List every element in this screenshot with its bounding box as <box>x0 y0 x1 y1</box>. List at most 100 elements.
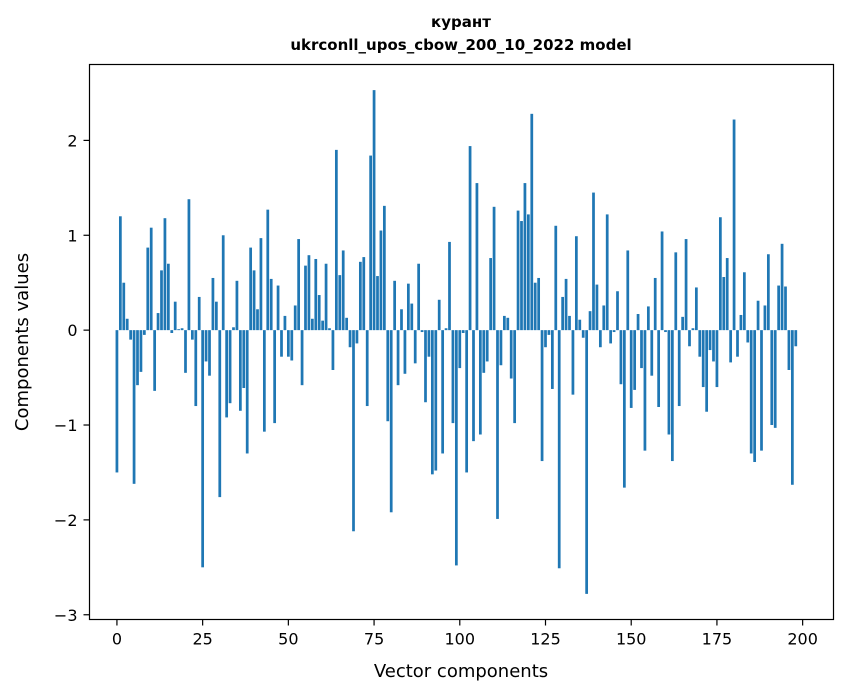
bar <box>550 330 554 389</box>
bar <box>280 330 283 357</box>
bar <box>444 328 448 331</box>
bar <box>502 315 506 331</box>
bar <box>146 247 150 331</box>
bar <box>694 287 698 331</box>
x-tick-label: 200 <box>787 630 818 649</box>
bar <box>688 330 691 347</box>
bar <box>290 330 294 361</box>
bar <box>228 330 232 404</box>
x-axis-label: Vector components <box>374 661 548 682</box>
y-tick-label: 2 <box>67 131 77 150</box>
bar <box>190 330 194 340</box>
bar <box>400 309 403 331</box>
bar <box>660 231 664 331</box>
bar <box>129 330 133 340</box>
bar <box>681 316 685 331</box>
bar <box>674 252 678 331</box>
bar <box>242 330 246 389</box>
bar <box>657 330 661 407</box>
bar <box>386 330 390 422</box>
bar <box>670 330 674 462</box>
bar <box>365 330 369 407</box>
bar <box>293 305 297 331</box>
x-tick-label: 0 <box>112 630 122 649</box>
bar <box>125 318 129 331</box>
bar <box>523 183 527 331</box>
bar <box>345 317 349 331</box>
bar <box>636 314 640 331</box>
bar <box>787 330 791 370</box>
y-tick-label: −1 <box>54 416 78 435</box>
bar <box>403 330 407 374</box>
bar <box>348 330 352 348</box>
bar <box>187 199 191 331</box>
bar <box>379 230 383 331</box>
bar <box>568 315 571 331</box>
bar <box>465 330 469 473</box>
bar <box>256 309 259 331</box>
bar <box>715 330 719 388</box>
bar <box>605 214 609 331</box>
bar <box>341 250 345 331</box>
bar <box>544 330 547 348</box>
bar <box>448 241 451 331</box>
bar <box>362 257 366 331</box>
bar <box>142 330 146 335</box>
bar <box>232 327 235 331</box>
bar <box>561 296 565 331</box>
bar <box>526 214 530 331</box>
bar <box>211 277 215 331</box>
bar <box>588 311 592 331</box>
y-tick-label: −3 <box>54 606 78 625</box>
bar <box>396 330 400 386</box>
bar <box>732 119 736 331</box>
bar <box>698 330 702 357</box>
bar <box>547 330 551 335</box>
bar <box>115 330 119 473</box>
bar <box>245 330 249 454</box>
bar <box>722 277 726 331</box>
x-tick-label: 50 <box>278 630 298 649</box>
bar <box>317 295 321 331</box>
x-tick-label: 100 <box>445 630 476 649</box>
bar <box>585 330 589 594</box>
bar <box>489 258 493 331</box>
bar <box>564 278 568 331</box>
bar <box>163 218 167 331</box>
bar <box>180 328 184 331</box>
chart-subtitle: ukrconll_upos_cbow_200_10_2022 model <box>290 36 631 54</box>
bar <box>173 301 177 331</box>
bar <box>609 330 613 344</box>
bar <box>640 330 643 369</box>
bar <box>736 330 739 357</box>
bar <box>218 330 222 498</box>
bar <box>592 192 595 331</box>
bar <box>437 299 441 331</box>
bar <box>520 221 523 331</box>
y-axis-ticks: −3 −2 −1 0 1 2 <box>54 131 90 625</box>
bar <box>310 318 314 331</box>
bar <box>725 258 729 331</box>
bars-group <box>115 90 798 594</box>
bar <box>427 330 431 357</box>
y-tick-label: −2 <box>54 511 78 530</box>
bar <box>708 330 712 351</box>
bar <box>485 330 489 362</box>
bar <box>766 254 770 331</box>
bar <box>667 330 671 435</box>
bar <box>297 239 301 331</box>
bar <box>376 276 379 331</box>
bar <box>574 236 578 331</box>
bar <box>382 205 386 331</box>
x-tick-label: 125 <box>530 630 561 649</box>
bar <box>225 330 229 418</box>
bar <box>170 330 174 333</box>
bar <box>160 270 163 331</box>
bar <box>622 330 626 488</box>
bar <box>252 270 256 331</box>
plot-frame <box>88 63 835 621</box>
bar <box>780 243 784 331</box>
x-tick-label: 25 <box>192 630 212 649</box>
x-tick-label: 175 <box>702 630 733 649</box>
bar <box>499 330 503 366</box>
